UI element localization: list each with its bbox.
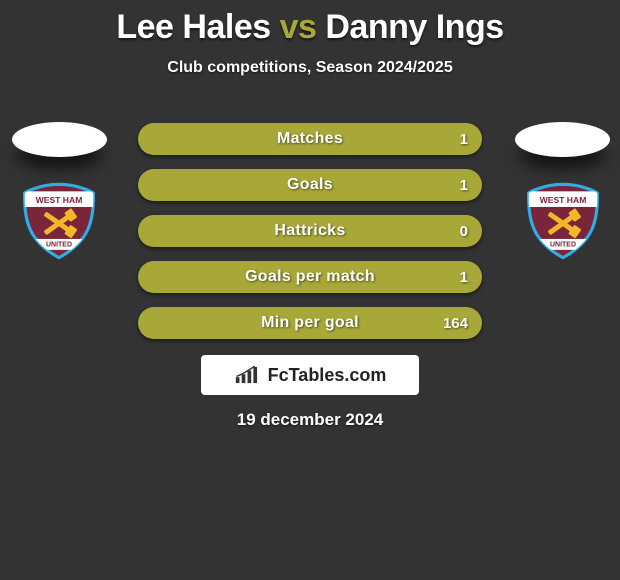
- subtitle: Club competitions, Season 2024/2025: [0, 59, 620, 77]
- stat-right-value: 1: [460, 169, 468, 201]
- date-text: 19 december 2024: [0, 410, 620, 430]
- svg-text:UNITED: UNITED: [46, 242, 72, 249]
- player1-club-badge: WEST HAM UNITED: [20, 182, 98, 260]
- stat-row: Matches 1: [138, 123, 482, 155]
- stat-label: Goals per match: [138, 261, 482, 293]
- chart-bars-icon: [234, 364, 264, 386]
- player2-name: Danny Ings: [325, 8, 503, 46]
- stat-label: Goals: [138, 169, 482, 201]
- watermark: FcTables.com: [201, 355, 419, 395]
- player2-avatar: [515, 122, 610, 157]
- player1-name: Lee Hales: [116, 8, 270, 46]
- stat-row: Min per goal 164: [138, 307, 482, 339]
- stat-label: Matches: [138, 123, 482, 155]
- vs-separator: vs: [280, 8, 317, 46]
- watermark-text: FcTables.com: [268, 365, 387, 386]
- player1-avatar: [12, 122, 107, 157]
- stat-label: Hattricks: [138, 215, 482, 247]
- svg-text:UNITED: UNITED: [550, 242, 576, 249]
- stat-row: Goals 1: [138, 169, 482, 201]
- svg-text:WEST HAM: WEST HAM: [36, 195, 83, 205]
- stat-label: Min per goal: [138, 307, 482, 339]
- stat-row: Hattricks 0: [138, 215, 482, 247]
- svg-text:WEST HAM: WEST HAM: [540, 195, 587, 205]
- stats-container: Matches 1 Goals 1 Hattricks 0 Goals per …: [138, 123, 482, 353]
- stat-right-value: 1: [460, 261, 468, 293]
- stat-right-value: 0: [460, 215, 468, 247]
- stat-row: Goals per match 1: [138, 261, 482, 293]
- player2-club-badge: WEST HAM UNITED: [524, 182, 602, 260]
- page-title: Lee Hales vs Danny Ings: [0, 0, 620, 47]
- stat-right-value: 164: [443, 307, 468, 339]
- stat-right-value: 1: [460, 123, 468, 155]
